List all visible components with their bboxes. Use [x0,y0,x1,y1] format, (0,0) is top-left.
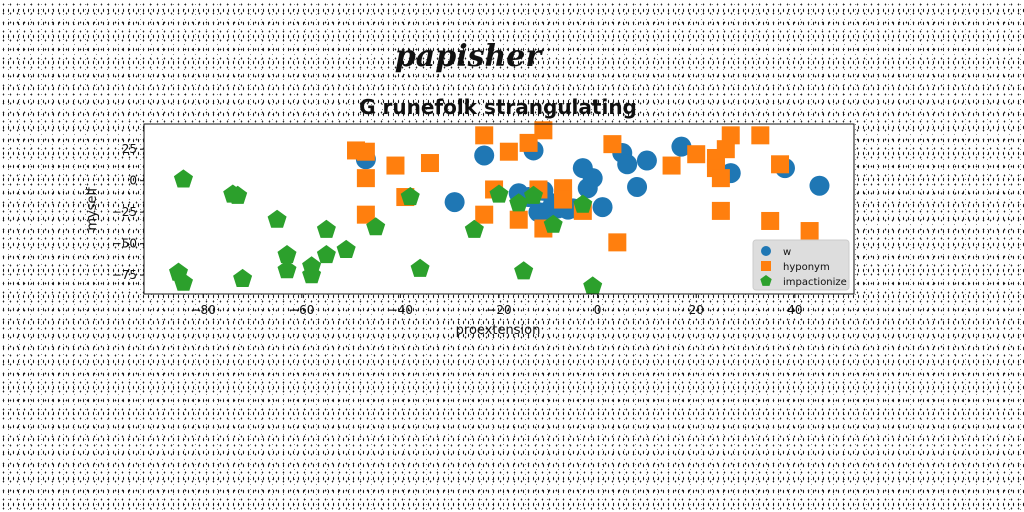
plot-background [144,124,854,294]
y-tick-label: −50 [112,237,137,251]
x-axis-label: proextension [456,323,541,338]
data-point-hyponym [800,222,819,241]
data-point-w [474,145,495,166]
legend-label-w: w [783,247,791,258]
data-point-hyponym [711,201,730,220]
x-tick-label: 40 [787,303,802,317]
data-point-w [592,197,613,218]
data-point-w [809,175,830,196]
y-tick-label: 0 [129,174,137,188]
legend-label-hyponym: hyponym [783,262,830,273]
data-point-impactionize [233,268,253,287]
data-point-impactionize [302,265,322,284]
data-point-impactionize [509,193,529,212]
y-axis-label: myself [85,187,100,231]
data-point-hyponym [475,126,494,145]
x-tick-label: 20 [689,303,704,317]
data-point-w [627,176,648,197]
legend-marker-hyponym [761,261,771,271]
y-axis-ticks: 25 0 −25 −50 −75 [112,142,144,282]
data-point-hyponym [475,205,494,224]
x-tick-label: −80 [191,303,216,317]
data-point-hyponym [687,145,706,164]
x-tick-label: −40 [388,303,413,317]
data-point-w [636,150,657,171]
data-point-hyponym [509,210,528,229]
data-point-impactionize [366,217,386,236]
series-impactionize [169,169,603,295]
data-point-hyponym [721,126,740,145]
data-point-hyponym [771,155,790,174]
data-point-impactionize [173,272,193,291]
data-point-hyponym [534,121,553,140]
data-point-impactionize [573,194,593,213]
data-point-hyponym [356,169,375,188]
data-point-w [444,192,465,213]
x-axis-ticks: −80 −60 −40 −20 0 20 40 [191,294,802,317]
y-tick-label: −25 [112,205,137,219]
data-point-hyponym [662,156,681,175]
data-point-impactionize [277,260,297,279]
data-point-impactionize [316,219,336,238]
data-point-impactionize [524,185,543,204]
data-point-impactionize [464,219,484,238]
chart-title: G runefolk strangulating [359,95,637,119]
data-point-impactionize [514,261,534,280]
data-point-hyponym [761,211,780,230]
data-point-impactionize [336,239,356,258]
data-point-hyponym [519,133,538,152]
data-point-impactionize [410,258,430,277]
x-tick-label: 0 [594,303,602,317]
data-point-w [671,136,692,157]
data-point-hyponym [711,169,730,188]
data-point-impactionize [228,185,248,204]
data-point-hyponym [499,142,518,161]
data-point-w [617,154,638,175]
legend-marker-impactionize [760,275,772,286]
x-tick-label: −20 [486,303,511,317]
data-point-hyponym [603,135,622,154]
data-point-hyponym [356,205,375,224]
data-point-hyponym [356,142,375,161]
data-point-impactionize [267,209,287,228]
data-point-hyponym [554,190,573,209]
y-tick-label: −75 [112,268,137,282]
data-point-impactionize [316,245,336,264]
data-point-hyponym [608,233,627,252]
legend-marker-w [761,246,771,256]
legend-box [752,239,850,291]
data-point-hyponym [386,156,405,175]
y-tick-label: 25 [122,142,137,156]
data-point-w [582,168,603,189]
figure-suptitle: papisher [395,39,544,74]
data-point-impactionize [277,245,297,264]
data-point-impactionize [173,169,193,188]
data-marks [169,121,830,295]
series-hyponym [347,121,819,252]
data-point-hyponym [751,126,770,145]
x-tick-label: −60 [289,303,314,317]
legend: w hyponym impactionize [752,239,850,291]
data-point-impactionize [489,184,509,203]
legend-label-impactionize: impactionize [783,277,847,288]
data-point-hyponym [420,154,439,173]
data-point-impactionize [583,276,603,295]
data-point-impactionize [543,214,563,233]
data-point-impactionize [400,187,420,206]
data-point-hyponym [716,140,735,159]
